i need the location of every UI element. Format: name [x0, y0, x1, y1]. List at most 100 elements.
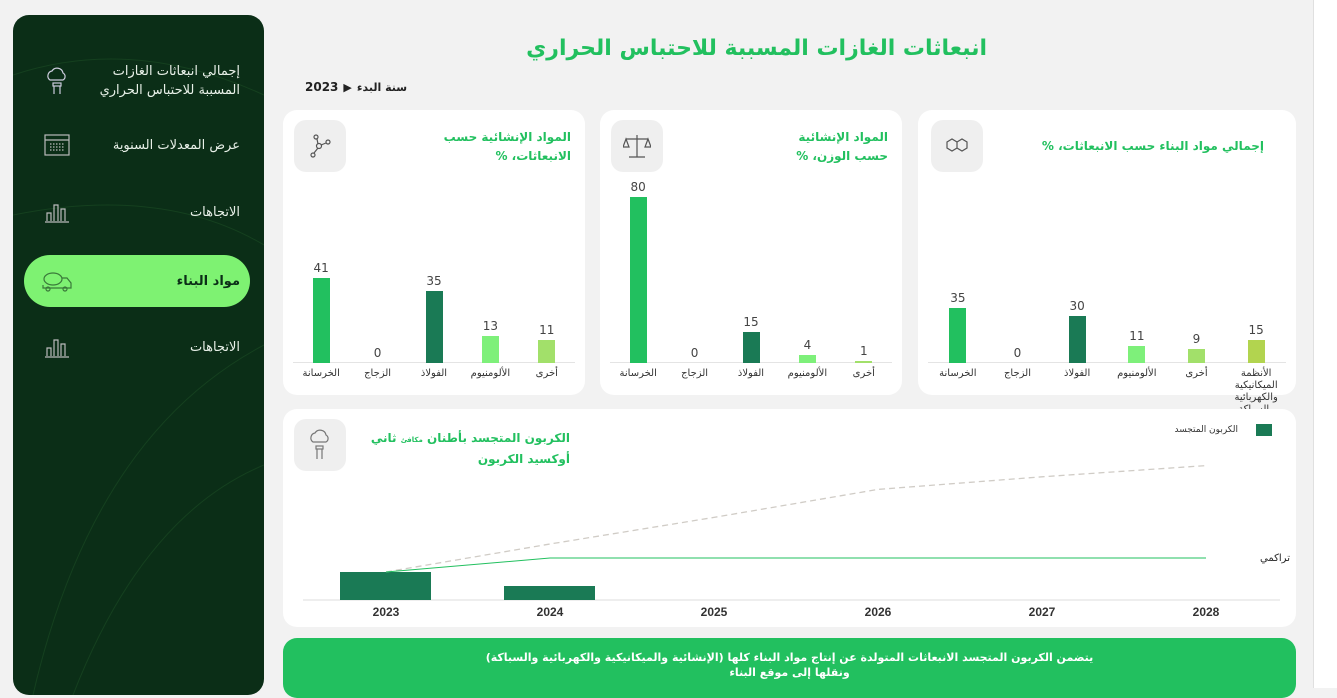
- sidebar-item-trends-2[interactable]: الاتجاهات: [24, 332, 250, 362]
- category-label: أخرى: [535, 368, 558, 379]
- card-emissions-structural: المواد الإنشائية حسب الانبعاثات، % 41 الخ…: [283, 110, 585, 395]
- legend-label: الكربون المتجسد: [1174, 425, 1238, 435]
- info-banner: يتضمن الكربون المتجسد الانبعاثات المتولد…: [283, 638, 1296, 698]
- data-label: 9: [1192, 331, 1201, 346]
- data-label: 15: [743, 314, 759, 329]
- banner-line-2: ونقلها إلى موقع البناء: [729, 666, 850, 679]
- co2-cloud-icon: [294, 419, 346, 471]
- category-label: الفولاذ: [420, 368, 448, 379]
- legend-swatch: [1256, 424, 1272, 436]
- bar-3: [481, 336, 499, 363]
- category-label: الفولاذ: [1064, 368, 1091, 379]
- chart-title: الكربون المتجسد بأطنان مكافئ ثاني أوكسيد…: [350, 429, 570, 469]
- bar-2024: [504, 586, 595, 600]
- title-rest: ثاني أوكسيد الكربون: [370, 431, 570, 466]
- sidebar-item-annual-rates[interactable]: عرض المعدلات السنوية: [24, 130, 250, 160]
- data-label: 0: [1013, 346, 1022, 360]
- sidebar-item-building-materials[interactable]: مواد البناء: [24, 255, 250, 307]
- bar-2: [425, 290, 443, 363]
- category-label: الخرسانة: [619, 368, 657, 379]
- year-label: 2025: [701, 605, 728, 619]
- bar-0: [629, 197, 647, 363]
- projection-line: [385, 464, 1207, 573]
- card-total-materials: إجمالي مواد البناء حسب الانبعاثات، % 35 ا…: [918, 110, 1296, 415]
- category-label: الزجاج: [681, 368, 709, 379]
- year-label: 2028: [1193, 605, 1220, 619]
- category-label: الزجاج: [1003, 368, 1031, 379]
- bar-4: [1188, 348, 1205, 363]
- data-label: 4: [803, 337, 812, 352]
- bar-2: [742, 331, 760, 363]
- category-label: الخرسانة: [939, 368, 977, 379]
- chart-title: المواد الإنشائية حسب الانبعاثات، %: [443, 130, 571, 163]
- year-label: 2027: [1029, 605, 1056, 619]
- sidebar-item-label: إجمالي انبعاثات الغازات المسببة للاحتباس…: [99, 64, 240, 98]
- bar-4: [855, 360, 873, 363]
- data-label: 41: [313, 261, 329, 276]
- category-label: الألومنيوم: [787, 368, 828, 379]
- card-embodied-carbon: الكربون المتجسد بأطنان مكافئ ثاني أوكسيد…: [283, 409, 1296, 627]
- bar-3: [798, 354, 816, 363]
- bar-chart-emissions-structural: 41 الخرسانة 0 الزجاج 35 الفولاذ 13 الألومنيوم 11…: [293, 183, 575, 379]
- co2-cloud-icon: [42, 66, 72, 96]
- year-label: 2023: [373, 605, 400, 619]
- year-label: 2026: [865, 605, 892, 619]
- hexagon-molecule-icon: [931, 120, 983, 172]
- bar-0: [312, 278, 330, 363]
- sidebar-item-label: عرض المعدلات السنوية: [112, 137, 240, 153]
- triangle-right-icon: ▶: [343, 80, 352, 94]
- calendar-icon: [42, 130, 72, 160]
- cumulative-label: تراكمي: [1260, 553, 1290, 564]
- category-label: أخرى: [852, 368, 875, 379]
- data-label: 11: [1129, 328, 1145, 343]
- banner-line-1: يتضمن الكربون المتجسد الانبعاثات المتولد…: [485, 651, 1094, 664]
- sidebar-item-trends[interactable]: الاتجاهات: [24, 197, 250, 227]
- data-label: 35: [950, 291, 966, 306]
- molecule-icon: [294, 120, 346, 172]
- title-main: الكربون المتجسد بأطنان: [426, 431, 570, 445]
- data-label: 0: [373, 346, 382, 360]
- bar-chart-icon: [42, 332, 72, 362]
- sidebar-item-total-emissions[interactable]: إجمالي انبعاثات الغازات المسببة للاحتباس…: [24, 57, 250, 105]
- decorative-contours: [13, 58, 264, 695]
- bar-5: [1247, 339, 1265, 363]
- category-label: الزجاج: [364, 368, 392, 379]
- sidebar-item-label: الاتجاهات: [189, 204, 240, 220]
- cement-truck-icon: [42, 266, 72, 296]
- data-label: 15: [1248, 322, 1264, 337]
- category-label: الخرسانة: [302, 368, 340, 379]
- bar-4: [538, 340, 556, 363]
- data-label: 11: [539, 323, 555, 338]
- bar-3: [1128, 345, 1146, 363]
- sidebar-item-label: مواد البناء: [176, 273, 240, 289]
- data-label: 80: [630, 180, 646, 195]
- bar-chart-total-materials: 35 الخرسانة 0 الزجاج 30 الفولاذ 11 الألومنيوم 9 أ…: [928, 183, 1286, 415]
- bar-chart-icon: [42, 197, 72, 227]
- start-year-selector[interactable]: 2023 ▶ سنة البدء: [305, 80, 407, 94]
- page-title: انبعاثات الغازات المسببة للاحتباس الحرار…: [526, 36, 987, 61]
- chart-title: المواد الإنشائية حسب الوزن، %: [796, 130, 888, 163]
- x-axis: [928, 362, 1286, 363]
- bar-2023: [340, 572, 431, 600]
- scrollbar[interactable]: [1313, 0, 1337, 688]
- legend: الكربون المتجسد: [1174, 424, 1272, 436]
- data-label: 35: [426, 273, 442, 288]
- category-label: الفولاذ: [737, 368, 765, 379]
- bar-0: [949, 308, 967, 363]
- start-year-label: سنة البدء: [356, 80, 408, 94]
- embodied-carbon-chart: 2023 2024 2025 2026 2027 2028: [303, 464, 1280, 619]
- title-small: مكافئ: [400, 436, 423, 444]
- data-label: 13: [482, 319, 499, 334]
- scale-icon: [611, 120, 663, 172]
- chart-title: إجمالي مواد البناء حسب الانبعاثات، %: [1041, 139, 1264, 153]
- card-weight-structural: المواد الإنشائية حسب الوزن، % 80 الخرسانة…: [600, 110, 902, 395]
- data-label: 1: [859, 343, 868, 358]
- data-label: 0: [690, 346, 699, 360]
- category-label: أخرى: [1185, 368, 1208, 379]
- year-label: 2024: [537, 605, 564, 619]
- sidebar: إجمالي انبعاثات الغازات المسببة للاحتباس…: [13, 15, 264, 695]
- start-year-value: 2023: [305, 80, 339, 94]
- bar-2: [1068, 316, 1086, 363]
- sidebar-item-label: الاتجاهات: [189, 339, 240, 355]
- category-label: الألومنيوم: [1117, 368, 1157, 379]
